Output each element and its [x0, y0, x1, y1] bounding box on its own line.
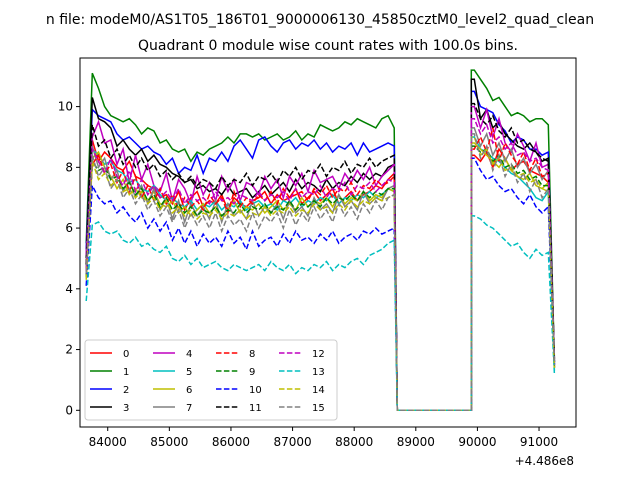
x-tick-label: 85000 [150, 435, 188, 449]
x-tick-label: 90000 [458, 435, 496, 449]
x-tick-label: 89000 [397, 435, 435, 449]
series-line-8 [85, 127, 556, 412]
legend-label-13: 13 [312, 367, 325, 378]
legend-label-5: 5 [186, 367, 192, 378]
y-tick-label: 10 [58, 100, 73, 114]
x-axis: 84000 85000 86000 87000 88000 89000 90000 91000 [89, 427, 558, 449]
legend-label-7: 7 [186, 403, 192, 414]
legend-label-12: 12 [312, 349, 325, 360]
figure-suptitle: n file: modeM0/AS1T05_186T01_9000006130_… [46, 12, 594, 28]
legend-label-15: 15 [312, 403, 325, 414]
legend-label-9: 9 [249, 367, 255, 378]
x-tick-label: 87000 [273, 435, 311, 449]
x-offset-label: +4.486e8 [515, 454, 574, 468]
series-line-11 [85, 102, 556, 412]
plot-frame [79, 57, 577, 428]
legend-label-0: 0 [123, 349, 129, 360]
series-lines [85, 69, 556, 412]
y-axis: 0 2 4 6 8 10 [58, 100, 80, 417]
legend-label-3: 3 [123, 403, 129, 414]
legend-label-14: 14 [312, 385, 325, 396]
y-tick-label: 6 [65, 221, 73, 235]
x-tick-label: 86000 [212, 435, 250, 449]
legend-label-10: 10 [249, 385, 262, 396]
y-tick-label: 8 [65, 160, 73, 174]
series-line-14 [85, 136, 556, 412]
legend-label-8: 8 [249, 349, 255, 360]
series-line-1 [85, 69, 556, 412]
legend-box [84, 339, 338, 421]
series-line-12 [85, 117, 556, 412]
legend-label-4: 4 [186, 349, 192, 360]
series-line-10 [85, 157, 556, 412]
series-line-2 [85, 90, 556, 412]
series-line-4 [85, 105, 556, 412]
legend-label-1: 1 [123, 367, 129, 378]
x-tick-label: 91000 [520, 435, 558, 449]
chart-title: Quadrant 0 module wise count rates with … [138, 38, 518, 54]
x-tick-label: 88000 [335, 435, 373, 449]
legend-label-2: 2 [123, 385, 129, 396]
y-tick-label: 0 [65, 403, 73, 417]
y-tick-label: 2 [65, 343, 73, 357]
legend-label-11: 11 [249, 403, 262, 414]
legend-label-6: 6 [186, 385, 192, 396]
series-line-13 [85, 215, 556, 412]
series-line-9 [85, 145, 556, 412]
y-tick-label: 4 [65, 282, 73, 296]
series-line-0 [85, 139, 556, 412]
series-line-15 [85, 133, 556, 412]
x-tick-label: 84000 [89, 435, 127, 449]
